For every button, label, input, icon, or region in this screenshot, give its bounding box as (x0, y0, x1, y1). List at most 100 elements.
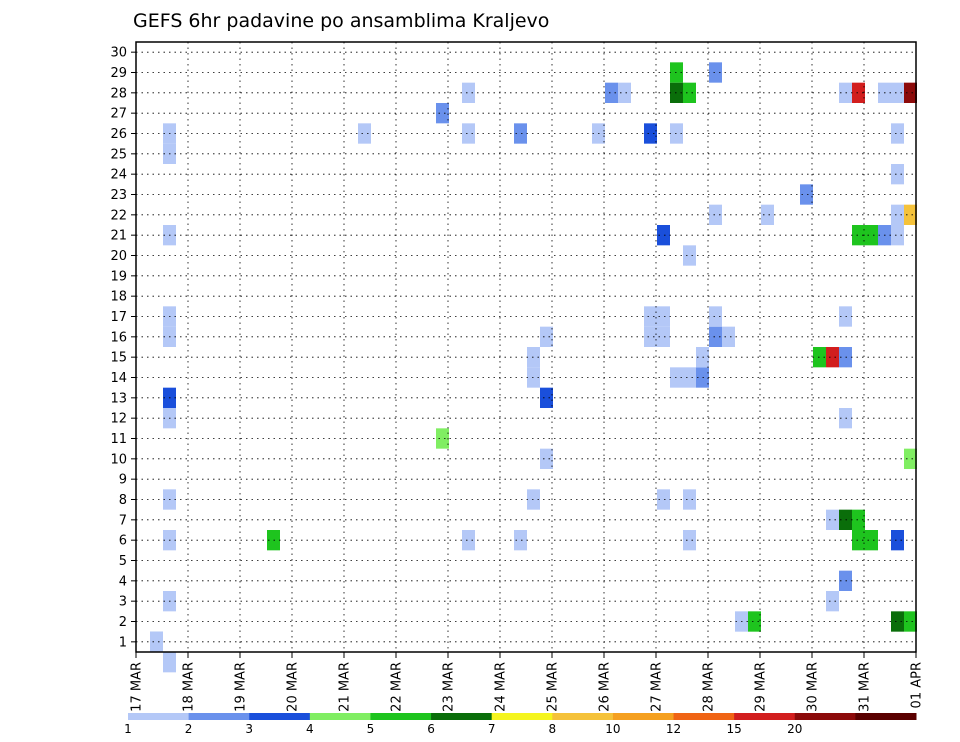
x-tick-label: 29 MAR (754, 662, 769, 712)
x-tick-label: 31 MAR (858, 662, 873, 712)
colorbar-swatch (188, 713, 250, 720)
precip-cell (865, 530, 878, 551)
colorbar-label: 5 (367, 722, 375, 736)
precip-cell (891, 204, 904, 225)
x-tick-label: 20 MAR (286, 662, 301, 712)
y-tick-label: 24 (110, 168, 127, 183)
y-axis: 1234567891011121314151617181920212223242… (110, 46, 136, 650)
precip-cell (748, 611, 761, 632)
x-tick-label: 21 MAR (338, 662, 353, 712)
colorbar-label: 6 (427, 722, 435, 736)
precip-cell (514, 530, 527, 551)
y-tick-label: 13 (110, 391, 127, 406)
y-tick-label: 20 (110, 249, 127, 264)
precip-cell (644, 123, 657, 144)
precip-cell (904, 82, 917, 103)
colorbar-label: 10 (605, 722, 620, 736)
precip-cell (852, 509, 865, 530)
colorbar-swatch (794, 713, 856, 720)
precip-cell (657, 225, 670, 246)
precip-cell (826, 509, 839, 530)
precip-cell (540, 387, 553, 408)
colorbar-swatch (309, 713, 371, 720)
y-tick-label: 6 (119, 534, 127, 549)
x-tick-label: 19 MAR (234, 662, 249, 712)
precip-cell (462, 123, 475, 144)
precip-cell (644, 306, 657, 327)
precip-cell (709, 204, 722, 225)
y-tick-label: 27 (110, 107, 127, 122)
precip-cell (826, 347, 839, 368)
y-tick-label: 8 (119, 493, 127, 508)
precip-cell (852, 530, 865, 551)
precip-cell (462, 82, 475, 103)
precip-cell (605, 82, 618, 103)
precip-cell (618, 82, 631, 103)
precip-cell (709, 306, 722, 327)
precip-cell (852, 82, 865, 103)
chart-title: GEFS 6hr padavine po ansamblima Kraljevo (133, 10, 549, 32)
colorbar-label: 1 (124, 722, 132, 736)
y-tick-label: 5 (119, 554, 127, 569)
precip-cell (657, 326, 670, 347)
y-tick-label: 4 (119, 574, 127, 589)
precip-cell (904, 448, 917, 469)
colorbar-label: 12 (666, 722, 681, 736)
precip-cell (761, 204, 774, 225)
precip-cell (891, 611, 904, 632)
precip-cell (709, 62, 722, 83)
precip-cell (436, 103, 449, 124)
colorbar-label: 3 (245, 722, 253, 736)
precip-cell (436, 428, 449, 449)
x-tick-label: 25 MAR (546, 662, 561, 712)
precip-cell (891, 123, 904, 144)
y-tick-label: 29 (110, 66, 127, 81)
precip-cell (852, 225, 865, 246)
x-tick-label: 24 MAR (494, 662, 509, 712)
colorbar-label: 7 (488, 722, 496, 736)
precip-cell (150, 631, 163, 652)
precip-cell (163, 652, 176, 673)
x-tick-label: 27 MAR (650, 662, 665, 712)
y-tick-label: 15 (110, 351, 127, 366)
colorbar-label: 8 (548, 722, 556, 736)
x-tick-label: 30 MAR (806, 662, 821, 712)
precip-cell (891, 530, 904, 551)
precip-cell (904, 204, 917, 225)
colorbar: 1 2 3 4 5 6 7 8 10 12 15 20 (124, 713, 917, 736)
y-tick-label: 3 (119, 595, 127, 610)
plot-cells (150, 62, 917, 673)
colorbar-swatch (673, 713, 735, 720)
x-tick-label: 23 MAR (442, 662, 457, 712)
precip-cell (904, 611, 917, 632)
y-tick-label: 17 (110, 310, 127, 325)
colorbar-swatch (249, 713, 311, 720)
y-tick-label: 10 (110, 452, 127, 467)
y-tick-label: 21 (110, 229, 127, 244)
y-tick-label: 12 (110, 412, 127, 427)
y-tick-label: 25 (110, 147, 127, 162)
precip-cell (683, 367, 696, 388)
colorbar-swatch (552, 713, 614, 720)
y-tick-label: 22 (110, 208, 127, 223)
y-tick-label: 18 (110, 290, 127, 305)
precip-cell (540, 448, 553, 469)
colorbar-label: 4 (306, 722, 314, 736)
x-tick-label: 22 MAR (390, 662, 405, 712)
y-tick-label: 9 (119, 473, 127, 488)
precip-cell (709, 326, 722, 347)
y-tick-label: 2 (119, 615, 127, 630)
x-tick-label: 17 MAR (130, 662, 145, 712)
colorbar-swatch (612, 713, 675, 720)
y-tick-label: 28 (110, 86, 127, 101)
precip-cell (644, 326, 657, 347)
x-tick-label: 28 MAR (702, 662, 717, 712)
precip-cell (462, 530, 475, 551)
precip-cell (514, 123, 527, 144)
x-axis: 17 MAR 18 MAR 19 MAR 20 MAR 21 MAR 22 MAR 23 M… (130, 652, 925, 712)
x-tick-label: 18 MAR (182, 662, 197, 712)
precip-cell (657, 306, 670, 327)
precip-cell (722, 326, 735, 347)
colorbar-swatch (734, 713, 796, 720)
colorbar-swatch (855, 713, 917, 720)
